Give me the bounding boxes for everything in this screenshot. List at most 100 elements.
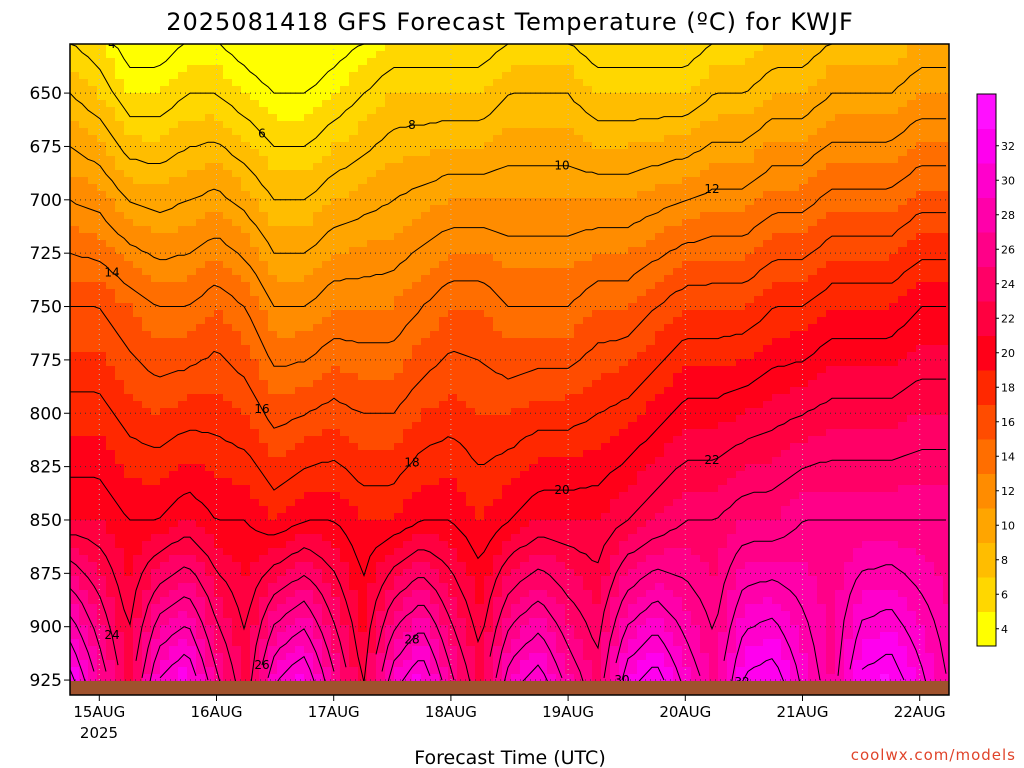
field-cell bbox=[511, 485, 521, 493]
field-cell bbox=[169, 156, 179, 164]
field-cell bbox=[466, 226, 476, 234]
field-cell bbox=[376, 646, 386, 654]
field-cell bbox=[187, 303, 197, 311]
field-cell bbox=[79, 492, 89, 500]
field-cell bbox=[448, 464, 458, 472]
field-cell bbox=[196, 520, 206, 528]
field-cell bbox=[376, 380, 386, 388]
field-cell bbox=[493, 212, 503, 220]
field-cell bbox=[502, 611, 512, 619]
field-cell bbox=[115, 604, 125, 612]
field-cell bbox=[277, 170, 287, 178]
field-cell bbox=[412, 324, 422, 332]
field-cell bbox=[133, 380, 143, 388]
field-cell bbox=[493, 303, 503, 311]
field-cell bbox=[340, 492, 350, 500]
field-cell bbox=[421, 401, 431, 409]
field-cell bbox=[367, 205, 377, 213]
field-cell bbox=[376, 485, 386, 493]
field-cell bbox=[529, 359, 539, 367]
field-cell bbox=[421, 387, 431, 395]
field-cell bbox=[286, 646, 296, 654]
field-cell bbox=[367, 639, 377, 647]
field-cell bbox=[529, 394, 539, 402]
field-cell bbox=[448, 51, 458, 59]
field-cell bbox=[142, 303, 152, 311]
field-cell bbox=[457, 436, 467, 444]
field-cell bbox=[214, 471, 224, 479]
field-cell bbox=[151, 674, 161, 682]
field-cell bbox=[250, 163, 260, 171]
field-cell bbox=[151, 548, 161, 556]
field-cell bbox=[115, 471, 125, 479]
field-cell bbox=[160, 534, 170, 542]
field-cell bbox=[295, 240, 305, 248]
field-cell bbox=[538, 296, 548, 304]
field-cell bbox=[403, 478, 413, 486]
field-cell bbox=[439, 513, 449, 521]
field-cell bbox=[367, 436, 377, 444]
field-cell bbox=[430, 275, 440, 283]
field-cell bbox=[421, 51, 431, 59]
field-cell bbox=[151, 646, 161, 654]
field-cell bbox=[295, 583, 305, 591]
field-cell bbox=[511, 653, 521, 661]
field-cell bbox=[115, 268, 125, 276]
field-cell bbox=[385, 261, 395, 269]
field-cell bbox=[448, 667, 458, 675]
field-cell bbox=[286, 562, 296, 570]
field-cell bbox=[295, 254, 305, 262]
field-cell bbox=[529, 478, 539, 486]
field-cell bbox=[169, 163, 179, 171]
field-cell bbox=[106, 422, 116, 430]
field-cell bbox=[124, 191, 134, 199]
field-cell bbox=[223, 142, 233, 150]
field-cell bbox=[475, 205, 485, 213]
field-cell bbox=[385, 401, 395, 409]
field-cell bbox=[547, 324, 557, 332]
field-cell bbox=[169, 457, 179, 465]
field-cell bbox=[322, 170, 332, 178]
field-cell bbox=[169, 436, 179, 444]
field-cell bbox=[466, 576, 476, 584]
field-cell bbox=[79, 611, 89, 619]
field-cell bbox=[394, 44, 404, 52]
field-cell bbox=[358, 114, 368, 122]
field-cell bbox=[376, 247, 386, 255]
field-cell bbox=[178, 114, 188, 122]
field-cell bbox=[349, 163, 359, 171]
field-cell bbox=[331, 51, 341, 59]
field-cell bbox=[169, 415, 179, 423]
field-cell bbox=[259, 429, 269, 437]
field-cell bbox=[466, 618, 476, 626]
field-cell bbox=[295, 310, 305, 318]
field-cell bbox=[115, 562, 125, 570]
field-cell bbox=[457, 240, 467, 248]
field-cell bbox=[142, 51, 152, 59]
field-cell bbox=[313, 492, 323, 500]
field-cell bbox=[493, 219, 503, 227]
field-cell bbox=[475, 394, 485, 402]
field-cell bbox=[160, 184, 170, 192]
field-cell bbox=[358, 198, 368, 206]
field-cell bbox=[232, 282, 242, 290]
field-cell bbox=[529, 107, 539, 115]
field-cell bbox=[178, 128, 188, 136]
field-cell bbox=[538, 163, 548, 171]
field-cell bbox=[295, 422, 305, 430]
field-cell bbox=[232, 422, 242, 430]
field-cell bbox=[421, 506, 431, 514]
field-cell bbox=[313, 240, 323, 248]
field-cell bbox=[367, 177, 377, 185]
field-cell bbox=[196, 380, 206, 388]
field-cell bbox=[403, 114, 413, 122]
field-cell bbox=[322, 429, 332, 437]
field-cell bbox=[259, 394, 269, 402]
field-cell bbox=[475, 464, 485, 472]
field-cell bbox=[133, 366, 143, 374]
field-cell bbox=[169, 471, 179, 479]
field-cell bbox=[484, 436, 494, 444]
field-cell bbox=[349, 79, 359, 87]
field-cell bbox=[520, 415, 530, 423]
field-cell bbox=[304, 548, 314, 556]
